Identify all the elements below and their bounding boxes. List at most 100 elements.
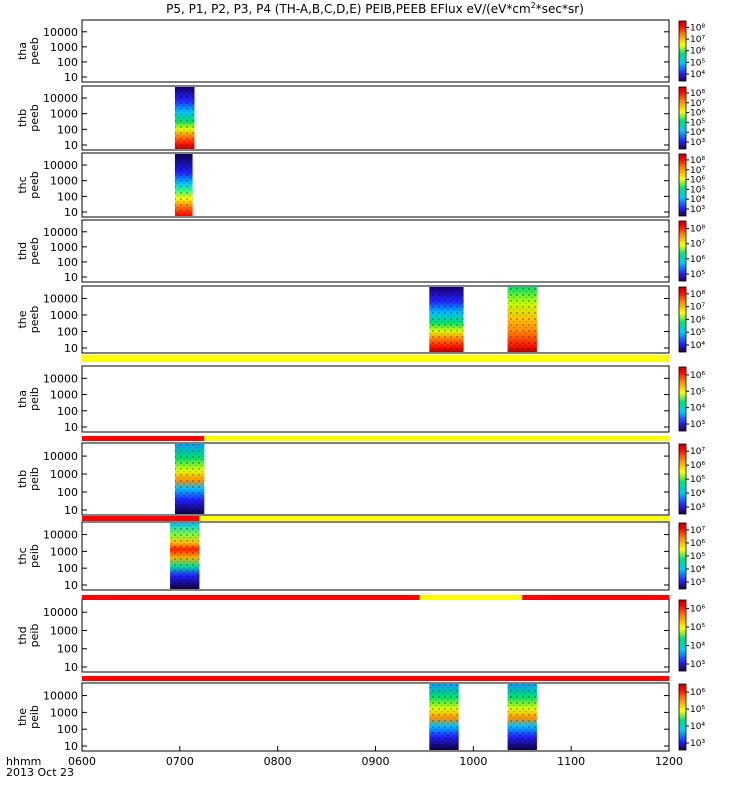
- mode-bar-segment: [82, 436, 205, 441]
- y-tick-label: 10: [64, 579, 78, 592]
- colorbar-tick-label: 10⁵: [690, 705, 705, 715]
- y-tick-label: 1000: [50, 241, 78, 254]
- y-tick-label: 10: [64, 421, 78, 434]
- colorbar-tick-label: 10⁷: [690, 303, 705, 313]
- colorbar-tick-label: 10⁴: [690, 565, 705, 575]
- spectrogram-texture: [507, 684, 537, 750]
- spectrogram-texture: [174, 87, 195, 149]
- y-tick-label: 100: [57, 486, 78, 499]
- y-axis-probe-label: thc: [16, 176, 29, 193]
- x-tick-label: 1000: [459, 755, 487, 768]
- colorbar: [678, 20, 687, 82]
- panel-thd-peib: 10 100 1000 10000 thd peib 10³ 10⁴ 10⁵ 10⁶: [16, 598, 705, 674]
- panel-thb-peib: 10 100 1000 10000 thb peib 10³ 10⁴ 10⁵ 10⁶ 10⁷: [16, 442, 705, 517]
- date-label: 2013 Oct 23: [6, 766, 74, 779]
- spectrogram-texture: [429, 287, 464, 352]
- y-tick-label: 100: [57, 325, 78, 338]
- x-tick-label: 0800: [264, 755, 292, 768]
- colorbar-tick-label: 10³: [690, 205, 705, 215]
- y-tick-label: 100: [57, 256, 78, 269]
- colorbar-tick-label: 10⁶: [690, 461, 705, 471]
- panel-the-peib: 10 100 1000 10000 the peib 10³ 10⁴ 10⁵ 10⁶: [16, 682, 705, 753]
- mode-bar-segment: [82, 355, 669, 362]
- y-tick-label: 10000: [43, 226, 78, 239]
- y-tick-label: 1000: [50, 108, 78, 121]
- colorbar-tick-label: 10⁴: [690, 195, 705, 205]
- y-axis-product-label: peeb: [28, 104, 41, 132]
- chart-title-suffix: *sec*sr): [536, 2, 584, 16]
- colorbar-tick-label: 10⁷: [690, 166, 705, 176]
- colorbar-tick-label: 10⁴: [690, 489, 705, 499]
- y-tick-label: 100: [57, 723, 78, 736]
- y-tick-label: 10000: [43, 690, 78, 703]
- colorbar-tick-label: 10⁷: [690, 240, 705, 250]
- mode-bar-segment: [204, 436, 669, 441]
- colorbar-tick-label: 10³: [690, 138, 705, 148]
- y-tick-label: 100: [57, 405, 78, 418]
- colorbar-tick-label: 10⁵: [690, 475, 705, 485]
- y-tick-label: 10000: [43, 372, 78, 385]
- y-tick-label: 10: [64, 504, 78, 517]
- y-axis-product-label: peeb: [28, 237, 41, 265]
- mode-bar: [82, 355, 669, 362]
- x-tick-label: 1100: [557, 755, 585, 768]
- colorbar-tick-label: 10⁴: [690, 722, 705, 732]
- colorbar-tick-label: 10⁷: [690, 99, 705, 109]
- colorbar-tick-label: 10⁴: [690, 404, 705, 414]
- colorbar-tick-label: 10⁶: [690, 371, 705, 381]
- mode-bar: [82, 436, 669, 441]
- colorbar-tick-label: 10⁴: [690, 128, 705, 138]
- panel-frame: [81, 19, 670, 83]
- y-axis-probe-label: thd: [16, 242, 29, 260]
- y-axis-product-label: peeb: [28, 171, 41, 199]
- colorbar-tick-label: 10⁴: [690, 341, 705, 351]
- y-tick-label: 10: [64, 206, 78, 219]
- mode-bar: [82, 516, 669, 521]
- colorbar-tick-label: 10⁷: [690, 447, 705, 457]
- y-tick-label: 10: [64, 740, 78, 753]
- colorbar-tick-label: 10⁸: [690, 89, 705, 99]
- mode-bar: [82, 595, 669, 600]
- colorbar-tick-label: 10⁸: [690, 290, 705, 300]
- y-axis-product-label: peib: [28, 705, 41, 729]
- colorbar-tick-label: 10⁶: [690, 47, 705, 57]
- y-tick-label: 1000: [50, 545, 78, 558]
- colorbar-tick-label: 10⁴: [690, 642, 705, 652]
- y-tick-label: 10000: [43, 529, 78, 542]
- y-axis-probe-label: tha: [16, 42, 29, 60]
- colorbar-tick-label: 10⁶: [690, 176, 705, 186]
- colorbar-tick-label: 10⁸: [690, 225, 705, 235]
- colorbar-tick-label: 10⁵: [690, 58, 705, 68]
- y-tick-label: 100: [57, 123, 78, 136]
- y-tick-label: 10000: [43, 606, 78, 619]
- colorbar: [678, 86, 687, 150]
- panel-frame: [81, 682, 670, 752]
- panel-thc-peib: 10 100 1000 10000 thc peib 10³ 10⁴ 10⁵ 10⁶ 10⁷: [16, 521, 705, 592]
- panel-frame: [81, 85, 670, 151]
- spectrogram-texture: [507, 287, 537, 352]
- colorbar: [678, 522, 687, 590]
- panel-thd-peeb: 10 100 1000 10000 thd peeb 10⁵ 10⁶ 10⁷ 10⁸: [16, 219, 705, 284]
- y-tick-label: 1000: [50, 468, 78, 481]
- y-tick-label: 10000: [43, 159, 78, 172]
- y-axis-probe-label: thb: [16, 109, 29, 127]
- y-axis-product-label: peib: [28, 544, 41, 568]
- mode-bar: [82, 676, 669, 681]
- colorbar: [678, 286, 687, 353]
- colorbar-tick-label: 10⁵: [690, 270, 705, 280]
- colorbar: [678, 683, 687, 751]
- colorbar-tick-label: 10⁷: [690, 526, 705, 536]
- colorbar-tick-label: 10⁶: [690, 315, 705, 325]
- spectrogram-texture: [429, 684, 459, 750]
- y-tick-label: 1000: [50, 175, 78, 188]
- mode-bar-segment: [82, 516, 200, 521]
- colorbar-tick-label: 10⁶: [690, 605, 705, 615]
- y-tick-label: 10: [64, 271, 78, 284]
- x-tick-label: 0700: [166, 755, 194, 768]
- colorbar: [678, 153, 687, 217]
- y-tick-label: 100: [57, 643, 78, 656]
